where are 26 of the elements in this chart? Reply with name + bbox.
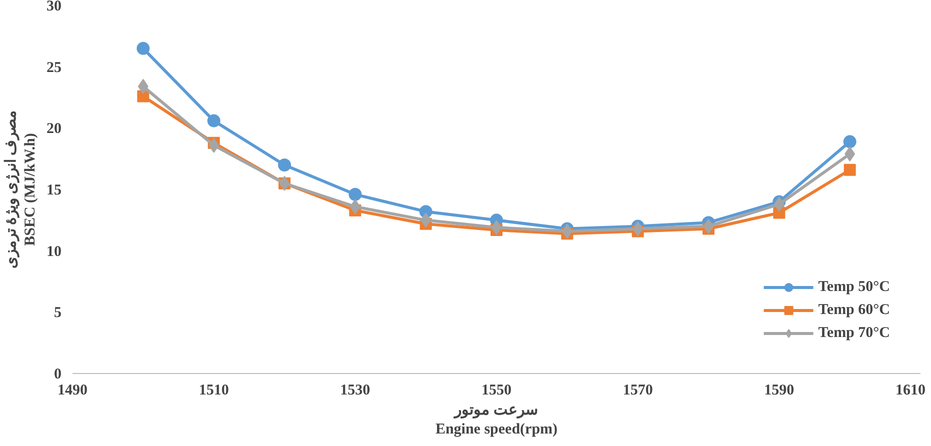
y-tick-label: 15 <box>46 182 62 198</box>
point <box>491 220 502 236</box>
point <box>703 218 714 234</box>
point <box>207 114 220 128</box>
legend-label: Temp 70°C <box>818 324 890 342</box>
x-tick-label: 1530 <box>340 382 370 398</box>
x-tick-label: 1610 <box>896 382 926 398</box>
x-tick-label: 1490 <box>58 382 88 398</box>
x-tick-label: 1510 <box>198 382 229 398</box>
point <box>136 42 150 55</box>
y-tick-label: 20 <box>46 121 62 138</box>
point <box>843 135 856 148</box>
x-tick-label: 1590 <box>764 382 794 398</box>
legend-label: Temp 60°C <box>818 302 890 318</box>
y-tick-label: 10 <box>46 244 62 260</box>
point <box>278 158 291 172</box>
x-tick-label: 1570 <box>622 382 653 398</box>
y-tick-label: 5 <box>54 305 62 322</box>
y-tick-label: 25 <box>46 60 62 76</box>
point <box>844 164 856 176</box>
x-tick-label: 1550 <box>482 382 512 398</box>
y-tick-label: 0 <box>54 366 62 382</box>
y-tick-label: 30 <box>46 0 62 14</box>
legend-label: Temp 50°C <box>818 278 890 296</box>
point <box>137 90 150 102</box>
point <box>348 188 362 201</box>
